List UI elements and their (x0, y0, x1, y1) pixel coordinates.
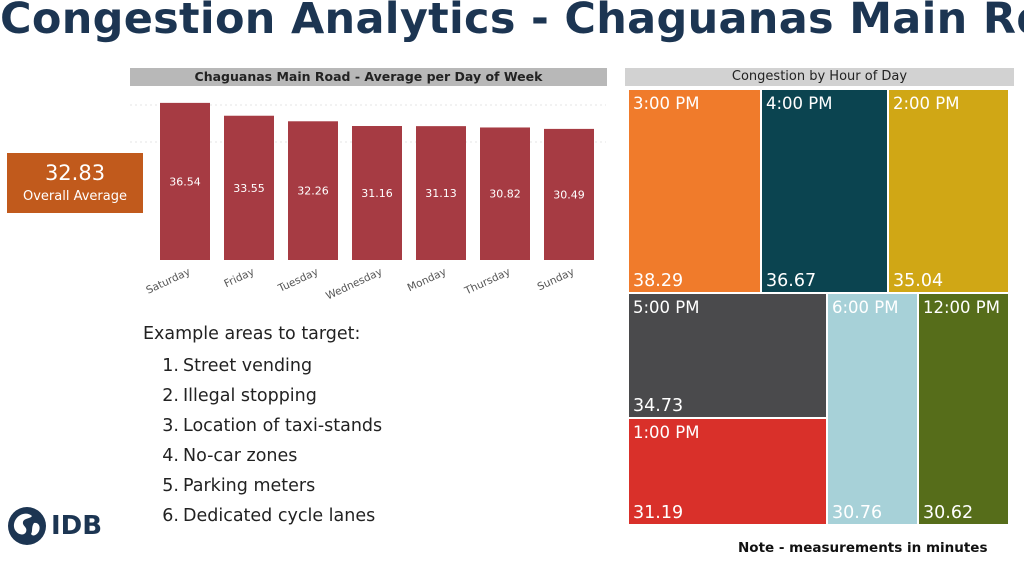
treemap-tile-500pm[interactable]: 5:00 PM 34.73 (628, 293, 827, 418)
bar-wednesday[interactable] (352, 126, 402, 261)
treemap-tile-400pm[interactable]: 4:00 PM 36.67 (761, 89, 888, 293)
treemap-tile-value: 35.04 (893, 271, 944, 291)
target-item-text: No-car zones (183, 446, 298, 466)
treemap-tile-value: 31.19 (633, 503, 684, 523)
bar-friday[interactable] (224, 115, 274, 260)
idb-logo-text: IDB (51, 511, 103, 541)
x-tick-label: Saturday (144, 266, 192, 297)
treemap-tile-value: 36.67 (766, 271, 817, 291)
treemap-tile-hour: 12:00 PM (923, 298, 1000, 317)
target-item-number: 2. (162, 386, 179, 406)
treemap-title: Congestion by Hour of Day (625, 68, 1014, 86)
treemap-tile-value: 30.62 (923, 503, 974, 523)
treemap-tile-100pm[interactable]: 1:00 PM 31.19 (628, 418, 827, 525)
treemap-tile-hour: 1:00 PM (633, 423, 700, 442)
x-tick-label: Friday (222, 266, 256, 290)
target-item-text: Street vending (183, 356, 313, 376)
x-tick-label: Wednesday (324, 266, 384, 303)
treemap-tile-300pm[interactable]: 3:00 PM 38.29 (628, 89, 761, 293)
bar-tuesday[interactable] (288, 121, 338, 260)
bar-value-label: 33.55 (233, 182, 265, 195)
target-item-number: 6. (162, 506, 179, 526)
bar-value-label: 30.82 (489, 188, 521, 201)
target-item-text: Parking meters (183, 476, 316, 496)
treemap-tile-hour: 5:00 PM (633, 298, 700, 317)
treemap-tile-600pm[interactable]: 6:00 PM 30.76 (827, 293, 918, 525)
target-item: 6. Dedicated cycle lanes (143, 501, 382, 531)
treemap-tile-value: 30.76 (832, 503, 883, 523)
target-item-number: 5. (162, 476, 179, 496)
treemap-tile-hour: 4:00 PM (766, 94, 833, 113)
treemap-tile-1200pm[interactable]: 12:00 PM 30.62 (918, 293, 1009, 525)
target-item-text: Dedicated cycle lanes (183, 506, 376, 526)
target-item-number: 1. (162, 356, 179, 376)
bar-monday[interactable] (416, 126, 466, 261)
hour-of-day-treemap: 3:00 PM 38.29 4:00 PM 36.67 2:00 PM 35.04 5:00… (628, 89, 1009, 525)
x-tick-label: Tuesday (276, 266, 321, 295)
x-tick-label: Thursday (462, 266, 512, 298)
globe-icon (8, 507, 46, 545)
treemap-tile-value: 34.73 (633, 396, 684, 416)
bar-value-label: 31.16 (361, 187, 393, 200)
target-item: 5. Parking meters (143, 471, 382, 501)
idb-logo: IDB (6, 505, 124, 549)
bar-saturday[interactable] (160, 102, 210, 261)
bar-chart-title: Chaguanas Main Road - Average per Day of… (130, 68, 607, 86)
target-item-text: Illegal stopping (183, 386, 317, 406)
bar-thursday[interactable] (480, 127, 530, 260)
treemap-tile-hour: 3:00 PM (633, 94, 700, 113)
bar-value-label: 31.13 (425, 187, 457, 200)
treemap-tile-hour: 2:00 PM (893, 94, 960, 113)
target-areas-heading: Example areas to target: (143, 324, 361, 344)
overall-average-card: 32.83 Overall Average (7, 153, 143, 213)
target-item-number: 4. (162, 446, 179, 466)
measurement-note: Note - measurements in minutes (738, 540, 988, 556)
bar-sunday[interactable] (544, 128, 594, 260)
bar-value-label: 30.49 (553, 188, 585, 201)
day-of-week-bar-chart: 36.54 Saturday 33.55 Friday 32.26 Tuesday 31.1… (130, 102, 606, 303)
x-tick-label: Monday (406, 266, 449, 294)
target-areas-list: Example areas to target: 1. Street vendin… (143, 322, 382, 531)
page-title: Congestion Analytics - Chaguanas Main Rd (0, 0, 1024, 44)
x-tick-label: Sunday (536, 266, 577, 293)
treemap-tile-200pm[interactable]: 2:00 PM 35.04 (888, 89, 1009, 293)
bar-value-label: 36.54 (169, 175, 201, 188)
target-item: 1. Street vending (143, 351, 382, 381)
bar-value-label: 32.26 (297, 185, 329, 198)
target-item: 4. No-car zones (143, 441, 382, 471)
overall-average-value: 32.83 (44, 161, 106, 185)
target-item: 2. Illegal stopping (143, 381, 382, 411)
overall-average-label: Overall Average (23, 189, 127, 204)
target-item: 3. Location of taxi-stands (143, 411, 382, 441)
target-item-text: Location of taxi-stands (183, 416, 383, 436)
treemap-tile-hour: 6:00 PM (832, 298, 899, 317)
target-item-number: 3. (162, 416, 179, 436)
treemap-tile-value: 38.29 (633, 271, 684, 291)
